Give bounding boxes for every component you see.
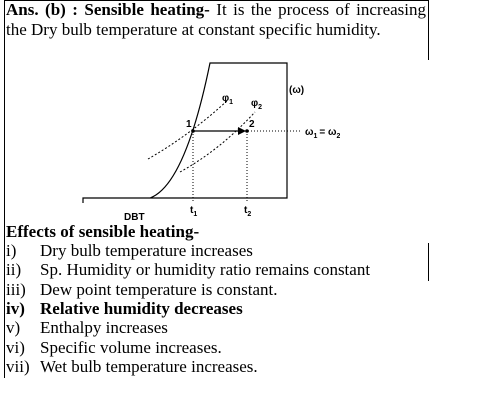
omega-equality: ω1 = ω2 — [305, 127, 340, 140]
effect-item: i) Dry bulb temperature increases — [6, 241, 253, 261]
effects-heading: Effects of sensible heating- — [6, 222, 200, 241]
point-label: 1 — [186, 119, 192, 130]
point-label: 2 — [249, 119, 255, 130]
diagram: φ1 φ2 (ω) 1 2 ω1 = ω2 DBT t1 t2 — [82, 62, 340, 223]
phi2-label: φ2 — [251, 98, 262, 111]
chart-outline — [82, 62, 288, 203]
arrow-head — [238, 127, 246, 135]
rh-curve — [179, 111, 256, 173]
item-number: ii) — [6, 260, 22, 280]
item-number: i) — [6, 241, 17, 260]
effect-item: v) Enthalpy increases — [6, 318, 168, 338]
item-number: vii) — [6, 356, 30, 376]
t1-label: t1 — [190, 205, 197, 218]
item-text: Relative humidity decreases — [40, 298, 243, 318]
item-text: Wet bulb temperature increases. — [40, 356, 258, 376]
rh-curve — [147, 99, 229, 160]
effect-item: vi) Specific volume increases. — [6, 338, 222, 358]
omega-label: (ω) — [289, 85, 304, 96]
state-point — [191, 129, 195, 133]
item-text: Sp. Humidity or humidity ratio remains c… — [40, 260, 371, 280]
item-number: iv) — [6, 298, 25, 318]
answer-text: It is the process of increasing the Dry … — [6, 0, 426, 39]
border — [4, 0, 429, 378]
item-text: Enthalpy increases — [40, 318, 168, 338]
item-number: v) — [6, 318, 21, 338]
item-text: Dry bulb temperature increases — [40, 241, 253, 260]
effect-item: vii) Wet bulb temperature increases. — [6, 357, 258, 377]
answer-lead: Ans. (b) : Sensible heating- — [6, 0, 210, 19]
border — [428, 243, 429, 281]
phi1-label: φ1 — [222, 93, 233, 106]
effect-item: iii) Dew point temperature is constant. — [6, 280, 277, 300]
t2-label: t2 — [244, 205, 251, 218]
item-number: vi) — [6, 337, 25, 357]
x-axis-label: DBT — [124, 212, 145, 223]
answer: Ans. (b) : Sensible heating- It is the p… — [6, 0, 426, 39]
border — [428, 0, 429, 60]
effect-item: ii) Sp. Humidity or humidity ratio remain… — [6, 260, 370, 280]
item-number: iii) — [6, 279, 26, 299]
state-point — [245, 129, 249, 133]
effect-item: iv) Relative humidity decreases — [6, 299, 243, 319]
item-text: Dew point temperature is constant. — [40, 279, 278, 299]
item-text: Specific volume increases. — [40, 337, 222, 357]
